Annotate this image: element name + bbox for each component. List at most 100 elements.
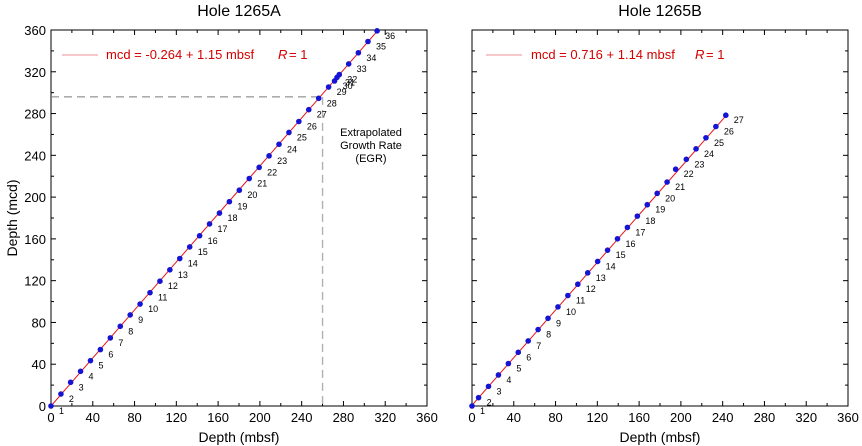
data-point-label: 4 — [89, 371, 94, 381]
data-point — [693, 146, 699, 152]
legend-r-label: R — [695, 47, 704, 62]
data-point-label: 20 — [665, 193, 675, 203]
data-point-label: 15 — [198, 247, 208, 257]
x-tick-label: 80 — [548, 410, 562, 425]
data-point — [365, 38, 371, 45]
data-point-label: 18 — [227, 213, 237, 223]
data-point-label: 1 — [480, 406, 485, 416]
data-point-label: 10 — [148, 304, 158, 314]
data-point-label: 21 — [257, 179, 267, 189]
data-point-label: 34 — [366, 53, 376, 63]
data-point-label: 8 — [128, 326, 133, 336]
y-tick-label: 360 — [24, 23, 46, 38]
data-point-label: 25 — [714, 138, 724, 148]
data-point-label: 1 — [59, 406, 64, 416]
data-point — [525, 338, 531, 344]
data-point-label: 35 — [376, 41, 386, 51]
data-point — [256, 164, 262, 171]
legend-r-value: = 1 — [289, 47, 307, 62]
data-point — [196, 232, 203, 239]
data-point — [216, 210, 223, 216]
data-point — [157, 278, 163, 284]
data-point-label: 25 — [297, 132, 307, 142]
data-point — [594, 258, 601, 265]
x-tick-label: 320 — [374, 410, 396, 425]
y-tick-label: 80 — [32, 315, 46, 330]
data-point-label: 23 — [277, 156, 287, 166]
data-points: 1234567891011121314151617181920212223242… — [469, 112, 744, 416]
y-tick-label: 280 — [24, 107, 46, 122]
data-point — [97, 346, 104, 353]
x-tick-label: 160 — [628, 410, 650, 425]
data-point-label: 4 — [506, 375, 511, 385]
data-point-label: 26 — [724, 127, 734, 137]
data-point — [67, 379, 74, 386]
data-point — [555, 304, 561, 310]
data-point-label: 12 — [168, 281, 178, 291]
data-point-label: 7 — [536, 341, 541, 351]
data-point-label: 18 — [645, 216, 655, 226]
legend: mcd = 0.716 + 1.14 mbsf R = 1 — [486, 47, 724, 62]
data-point-label: 31 — [345, 77, 355, 87]
data-point — [107, 335, 114, 341]
data-point — [77, 368, 84, 375]
data-point — [58, 391, 64, 397]
x-tick-label: 360 — [416, 410, 438, 425]
egr-line-1: Extrapolated — [340, 127, 402, 139]
data-point-label: 24 — [704, 149, 714, 159]
x-tick-label: 120 — [165, 410, 187, 425]
data-point — [614, 235, 621, 242]
egr-line-2: Growth Rate — [340, 140, 402, 152]
data-point — [475, 394, 482, 401]
data-point — [374, 28, 380, 34]
x-tick-label: 0 — [468, 410, 475, 425]
legend-equation: mcd = -0.264 + 1.15 mbsf — [106, 47, 255, 62]
x-tick-label: 200 — [249, 410, 271, 425]
data-point — [355, 49, 362, 56]
data-point — [48, 403, 54, 409]
data-point — [226, 198, 233, 205]
data-point-label: 10 — [566, 307, 576, 317]
data-point — [469, 403, 475, 409]
data-point-label: 11 — [576, 295, 585, 305]
y-tick-label: 200 — [24, 190, 46, 205]
data-point — [723, 112, 729, 119]
data-point — [575, 281, 581, 288]
data-point-label: 5 — [516, 364, 521, 374]
data-point — [565, 292, 571, 299]
data-point-label: 13 — [178, 270, 188, 280]
data-point — [137, 301, 143, 307]
data-point-label: 15 — [616, 250, 626, 260]
y-tick-label: 40 — [32, 357, 46, 372]
data-point-label: 11 — [158, 293, 167, 303]
data-point-label: 6 — [108, 350, 113, 360]
x-tick-label: 200 — [670, 410, 692, 425]
legend-r-value: = 1 — [706, 47, 724, 62]
data-point — [505, 360, 512, 367]
data-point — [236, 187, 243, 194]
data-point — [336, 71, 343, 78]
data-point — [296, 118, 302, 125]
data-point-label: 23 — [694, 159, 704, 169]
data-point — [167, 267, 173, 273]
data-point — [495, 372, 502, 378]
x-tick-label: 40 — [86, 410, 100, 425]
x-axis: 0 40 80 120 160 200 240 280 320 360 — [468, 30, 859, 425]
regression-line — [50, 30, 378, 407]
data-point-label: 36 — [385, 31, 395, 41]
data-point-label: 9 — [556, 318, 561, 328]
x-tick-label: 120 — [586, 410, 608, 425]
y-tick-label: 320 — [24, 65, 46, 80]
data-point-label: 7 — [118, 338, 123, 348]
x-axis-label: Depth (mbsf) — [199, 429, 280, 445]
data-point-label: 14 — [188, 259, 198, 269]
legend: mcd = -0.264 + 1.15 mbsf R = 1 — [62, 47, 307, 62]
data-point — [176, 255, 183, 262]
data-point — [485, 383, 492, 390]
y-tick-label: 120 — [24, 274, 46, 289]
data-point — [87, 357, 94, 364]
data-point-label: 16 — [625, 239, 635, 249]
data-point — [276, 141, 282, 148]
